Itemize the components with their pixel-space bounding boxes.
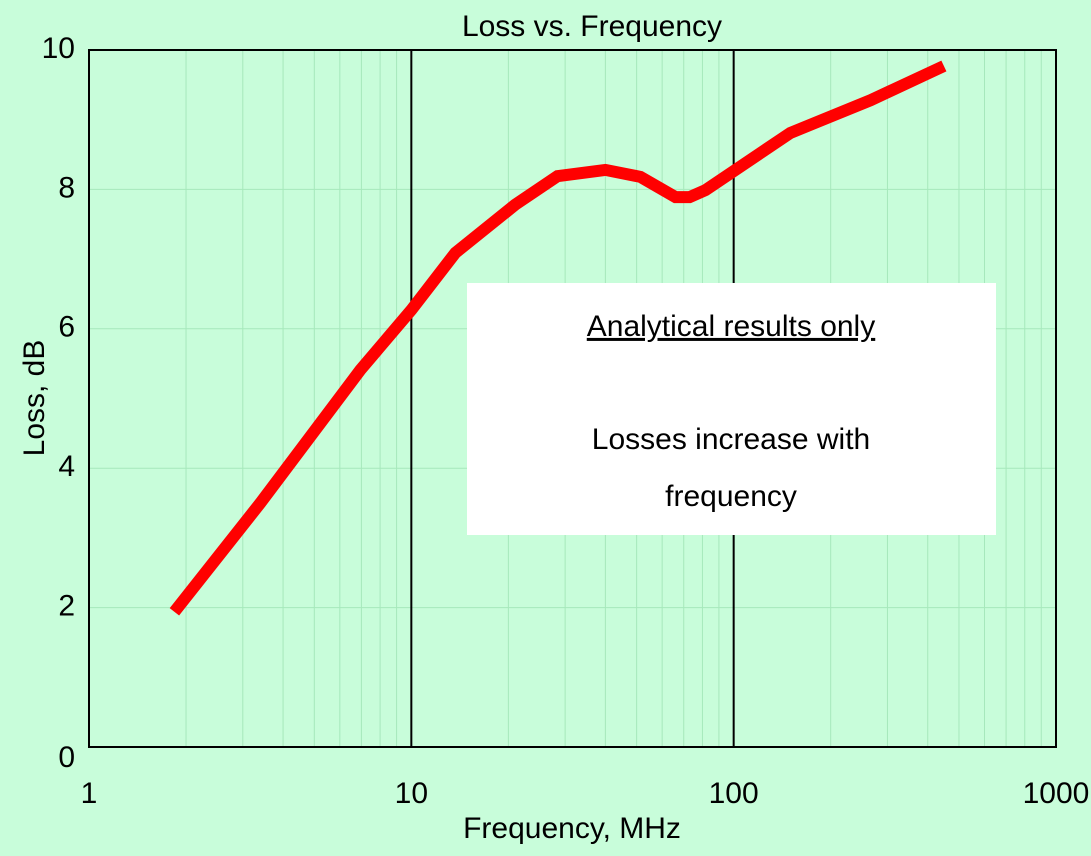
- plot: [169, 60, 947, 616]
- y-tick-label: 8: [58, 171, 75, 204]
- y-tick-label: 10: [42, 32, 75, 65]
- y-tick-label: 2: [58, 590, 75, 623]
- y-tick-label: 4: [58, 450, 75, 483]
- chart-title: Loss vs. Frequency: [462, 10, 722, 43]
- data-line: [169, 60, 947, 616]
- x-tick-label: 100: [709, 777, 759, 810]
- x-axis-label: Frequency, MHz: [463, 812, 681, 845]
- plot-frame: [88, 49, 1057, 748]
- x-tick-label: 10: [395, 777, 428, 810]
- annotation-box: [467, 283, 996, 535]
- y-axis-label: Loss, dB: [18, 340, 51, 457]
- y-tick-label: 6: [58, 311, 75, 344]
- annotation-heading: Analytical results only: [587, 310, 875, 343]
- y-tick-label: 0: [58, 741, 75, 774]
- x-tick-label: 1: [81, 777, 98, 810]
- annotation-line: Losses increase with: [592, 423, 870, 456]
- x-tick-label: 1000: [1023, 777, 1090, 810]
- annotation-line: frequency: [665, 480, 797, 513]
